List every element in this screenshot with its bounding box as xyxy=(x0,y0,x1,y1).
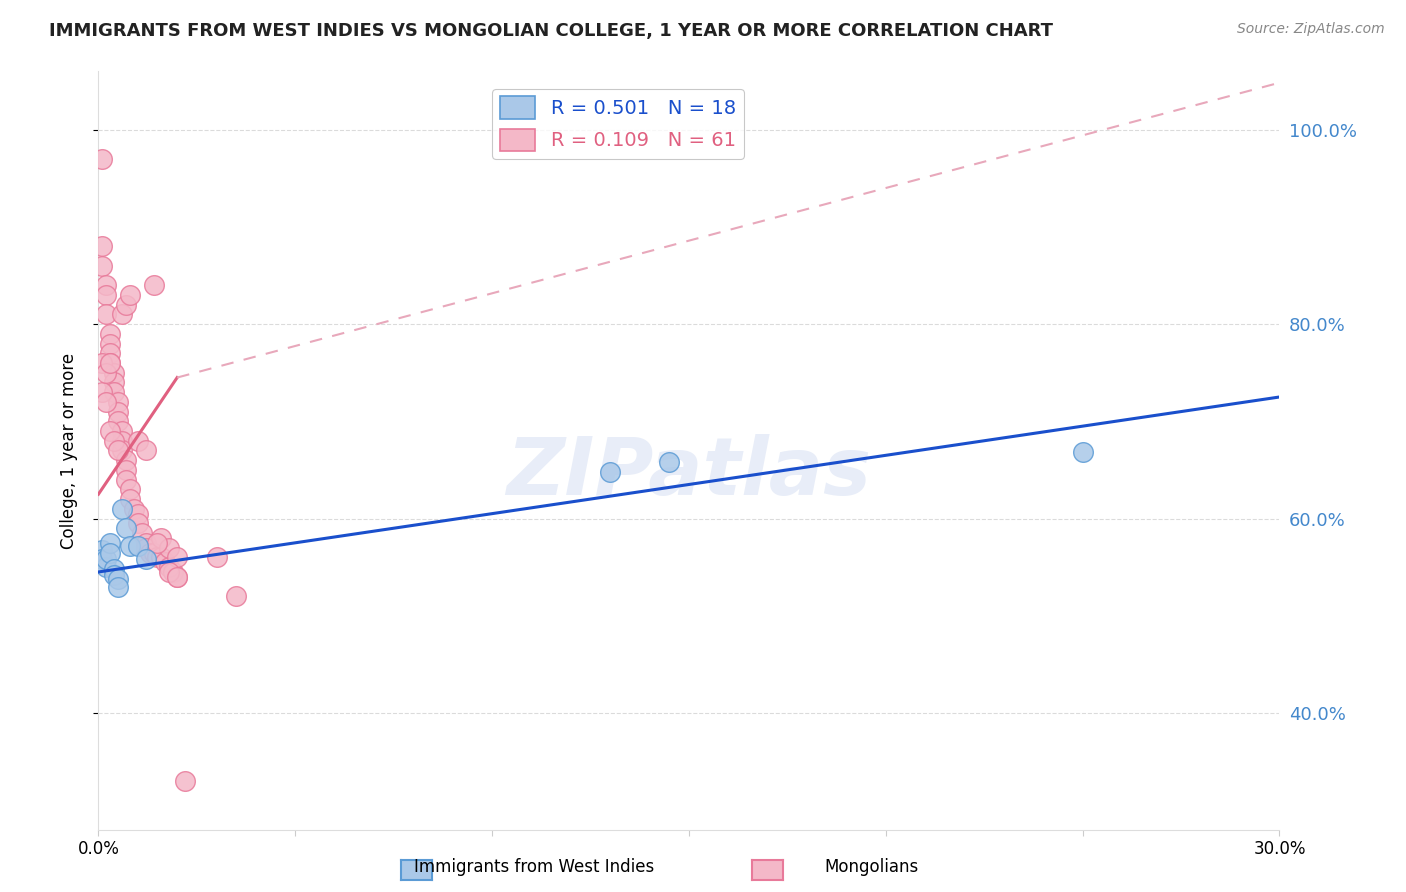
Point xyxy=(103,376,125,390)
Point xyxy=(225,589,247,603)
Point xyxy=(98,336,121,351)
Point xyxy=(142,545,165,559)
Point xyxy=(142,278,165,293)
Point xyxy=(658,455,681,469)
Text: Source: ZipAtlas.com: Source: ZipAtlas.com xyxy=(1237,22,1385,37)
Point xyxy=(135,552,157,566)
Point xyxy=(103,567,125,582)
Point xyxy=(135,541,157,555)
Point xyxy=(98,424,121,438)
Point xyxy=(111,501,134,516)
Point xyxy=(96,288,118,302)
Point xyxy=(91,542,114,557)
Point xyxy=(146,550,169,565)
Point xyxy=(98,356,121,370)
Point xyxy=(98,536,121,550)
Point xyxy=(166,570,188,584)
Point xyxy=(115,473,138,487)
Point xyxy=(205,550,228,565)
Point xyxy=(115,453,138,467)
Point xyxy=(118,483,141,497)
Legend: R = 0.501   N = 18, R = 0.109   N = 61: R = 0.501 N = 18, R = 0.109 N = 61 xyxy=(492,88,744,159)
Point xyxy=(118,288,141,302)
Text: Immigrants from West Indies: Immigrants from West Indies xyxy=(415,858,654,876)
Point xyxy=(107,580,129,594)
Point xyxy=(127,507,149,521)
Point xyxy=(157,541,180,555)
Point xyxy=(91,259,114,273)
Point xyxy=(107,572,129,586)
Point xyxy=(111,307,134,321)
Point xyxy=(96,552,118,566)
Point xyxy=(107,404,129,418)
Point xyxy=(115,463,138,477)
Point xyxy=(157,565,180,579)
Text: Mongolians: Mongolians xyxy=(824,858,920,876)
Point xyxy=(96,278,118,293)
Point xyxy=(155,555,177,569)
Point xyxy=(166,570,188,584)
Point xyxy=(146,536,169,550)
Point xyxy=(107,443,129,458)
Point xyxy=(98,346,121,360)
Point xyxy=(111,424,134,438)
Point xyxy=(150,531,173,545)
Point xyxy=(138,545,160,559)
Point xyxy=(1071,445,1094,459)
Point xyxy=(127,516,149,531)
Point xyxy=(111,434,134,448)
Point xyxy=(135,443,157,458)
Point xyxy=(135,536,157,550)
Point xyxy=(127,539,149,553)
Point xyxy=(107,414,129,428)
Point xyxy=(98,545,121,559)
Point xyxy=(103,366,125,380)
Point xyxy=(115,298,138,312)
Point xyxy=(599,465,621,479)
Text: ZIPatlas: ZIPatlas xyxy=(506,434,872,512)
Point xyxy=(127,434,149,448)
Point xyxy=(103,562,125,576)
Point xyxy=(98,356,121,370)
Point xyxy=(162,565,184,579)
Point xyxy=(91,552,114,566)
Point xyxy=(174,774,197,789)
Y-axis label: College, 1 year or more: College, 1 year or more xyxy=(59,352,77,549)
Point xyxy=(91,152,114,166)
Point xyxy=(107,395,129,409)
Point xyxy=(91,385,114,400)
Point xyxy=(103,434,125,448)
Point xyxy=(91,239,114,253)
Point xyxy=(96,560,118,574)
Point xyxy=(96,307,118,321)
Point xyxy=(91,356,114,370)
Point xyxy=(111,443,134,458)
Point xyxy=(98,326,121,341)
Point xyxy=(150,550,173,565)
Point xyxy=(166,550,188,565)
Point xyxy=(118,491,141,506)
Point xyxy=(96,395,118,409)
Point xyxy=(103,385,125,400)
Point xyxy=(131,526,153,541)
Point xyxy=(115,521,138,535)
Text: IMMIGRANTS FROM WEST INDIES VS MONGOLIAN COLLEGE, 1 YEAR OR MORE CORRELATION CHA: IMMIGRANTS FROM WEST INDIES VS MONGOLIAN… xyxy=(49,22,1053,40)
Point xyxy=(118,539,141,553)
Point xyxy=(96,366,118,380)
Point xyxy=(122,501,145,516)
Point xyxy=(157,560,180,574)
